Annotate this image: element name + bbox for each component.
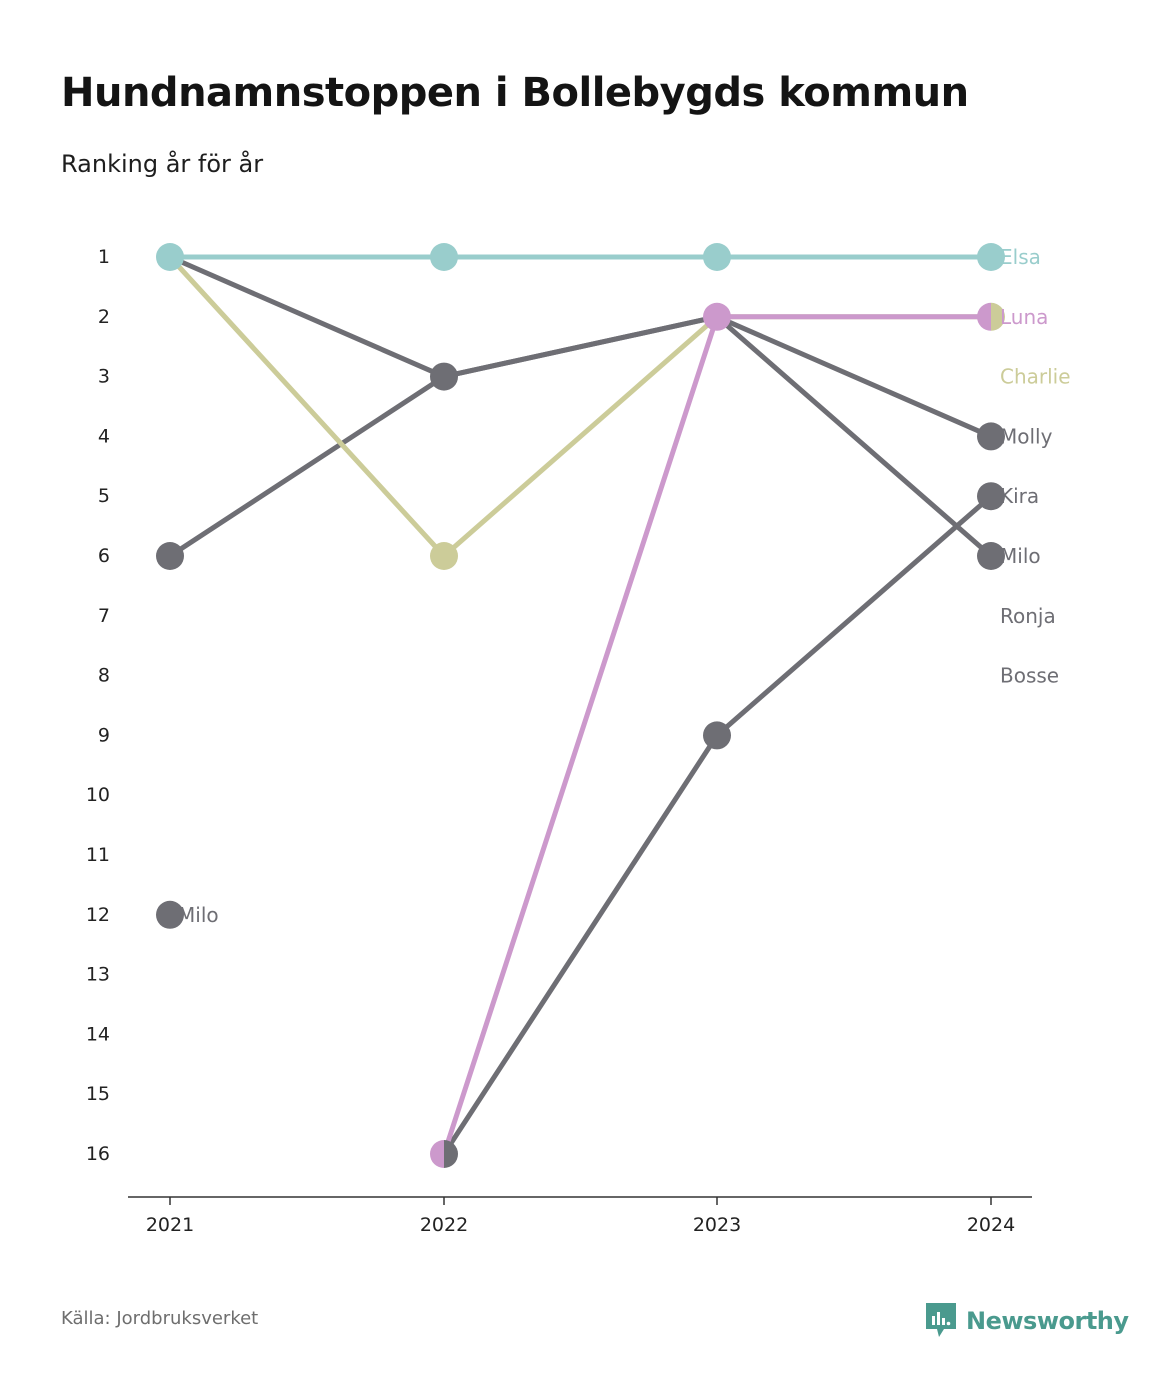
point-charlie-luna-2024-right [991,302,1006,331]
end-label-luna: Luna [1000,305,1048,329]
y-tick-label: 8 [98,665,110,687]
point-molly-2024 [977,422,1005,451]
end-label-bosse: Bosse [1000,664,1059,688]
y-tick-label: 13 [86,964,110,986]
series-line-luna [441,314,720,1157]
point-kira-2024 [977,482,1005,511]
point-elsa-2022 [430,243,458,271]
end-label-ronja: Ronja [1000,604,1056,628]
y-tick-label: 16 [86,1143,110,1165]
brand-name: Newsworthy [966,1307,1129,1335]
y-tick-label: 1 [98,246,110,268]
end-label-elsa: Elsa [1000,245,1041,269]
end-labels: Milo Elsa Luna Charlie Molly Kira Milo Ronja Bos… [178,245,1071,927]
point-molly-2021 [156,542,184,570]
series-line-charlie [167,254,447,559]
y-tick-label: 3 [98,366,110,388]
series-line-molly [714,314,994,439]
brand-logo: Newsworthy [926,1303,1129,1339]
y-tick-label: 4 [98,425,110,447]
point-milo-2024 [977,542,1005,570]
series-line-molly [167,374,447,559]
point-kira-luna-2022-right [444,1140,458,1168]
point-milo-molly-charlie-luna-2023 [703,302,731,331]
y-tick-label: 15 [86,1083,110,1105]
point-kira-luna-2022-left [430,1140,444,1168]
series-line-kira [441,732,720,1157]
point-milo-2021 [156,900,184,929]
point-charlie-luna-2024-left [977,302,991,331]
y-tick-label: 14 [86,1023,110,1045]
y-tick-label: 12 [86,904,110,926]
point-elsa-2023 [703,243,731,271]
series-lines [167,254,994,1157]
series-line-molly [441,314,720,380]
end-label-kira: Kira [1000,484,1039,508]
end-label-molly: Molly [1000,424,1053,448]
series-line-milo [167,254,447,380]
x-tick-label: 2021 [146,1214,194,1236]
y-tick-label: 10 [86,784,110,806]
y-tick-label: 11 [86,844,110,866]
y-tick-label: 6 [98,545,110,567]
chart-subtitle: Ranking år för år [61,150,264,178]
series-line-milo [714,314,994,559]
point-milo-molly-2022 [430,362,458,391]
point-kira-2023 [703,721,731,750]
y-tick-label: 5 [98,485,110,507]
chart-title: Hundnamnstoppen i Bollebygds kommun [61,70,969,116]
x-tick-label: 2022 [420,1214,468,1236]
end-label-charlie: Charlie [1000,365,1071,389]
newsworthy-icon [926,1303,956,1337]
point-charlie-2022 [430,542,458,570]
x-tick-label: 2024 [967,1214,1015,1236]
point-milo-charlie-elsa-2021 [156,243,184,271]
x-axis-ticks: 2021 2022 2023 2024 [146,1197,1015,1236]
y-tick-label: 9 [98,724,110,746]
source-note: Källa: Jordbruksverket [61,1308,259,1329]
annotation-label-milo: Milo [178,903,219,927]
end-label-milo: Milo [1000,544,1041,568]
x-tick-label: 2023 [693,1214,741,1236]
y-tick-label: 2 [98,306,110,328]
point-elsa-2024 [977,243,1005,271]
series-line-charlie [441,314,720,559]
y-tick-label: 7 [98,605,110,627]
series-line-kira [714,493,994,738]
series-points [156,243,1006,1168]
